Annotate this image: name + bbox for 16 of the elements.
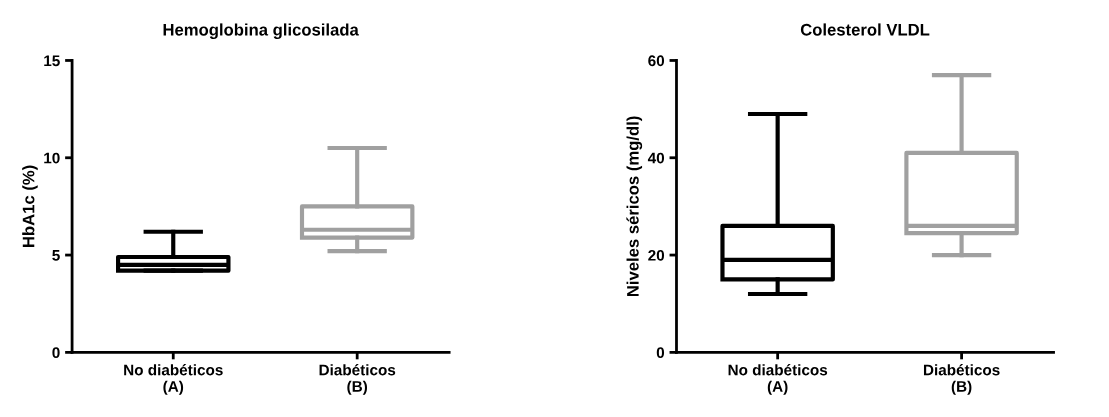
y-axis-title: Niveles séricos (mg/dl) bbox=[626, 116, 643, 297]
y-tick-label: 10 bbox=[44, 152, 60, 164]
y-tick-label: 0 bbox=[656, 347, 665, 359]
y-tick-label: 20 bbox=[648, 249, 665, 261]
x-tick-label: No diabéticos (A) bbox=[728, 364, 828, 395]
y-tick-label: 40 bbox=[647, 152, 665, 164]
x-tick-label: Diabéticos (B) bbox=[319, 364, 396, 395]
y-tick-label: 60 bbox=[648, 55, 665, 67]
y-tick-label: 5 bbox=[52, 250, 60, 261]
y-axis-title: HbA1c (%) bbox=[22, 165, 38, 247]
x-tick-label: No diabéticos (A) bbox=[124, 364, 223, 395]
x-tick-label: Diabéticos (B) bbox=[923, 364, 1000, 395]
y-tick-label: 15 bbox=[44, 55, 60, 67]
y-tick-label: 0 bbox=[52, 347, 60, 359]
chart-title: Colesterol VLDL bbox=[800, 23, 930, 36]
chart-title: Hemoglobina glicosilada bbox=[163, 23, 359, 39]
